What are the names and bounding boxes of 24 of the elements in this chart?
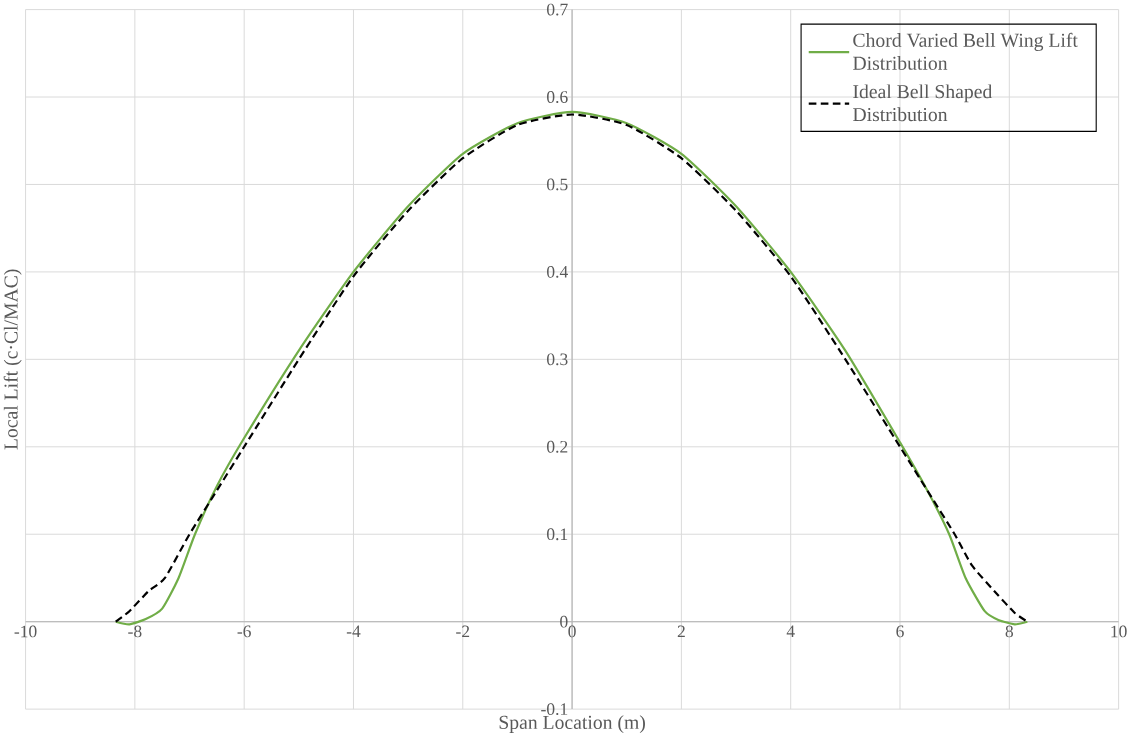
x-tick-label: -4	[346, 625, 361, 638]
x-tick-label: 8	[1005, 625, 1014, 638]
x-tick-label: 2	[677, 625, 685, 638]
legend-label: Ideal Bell Shaped Distribution	[853, 84, 993, 122]
x-tick-label: 6	[896, 625, 904, 638]
y-tick-label: 0.7	[547, 3, 568, 16]
x-tick-label: 10	[1111, 625, 1127, 638]
x-tick-label: 0	[568, 625, 576, 638]
legend-label: Chord Varied Bell Wing Lift Distribution	[853, 33, 1078, 71]
x-tick-label: -10	[14, 625, 37, 638]
x-tick-label: -2	[456, 625, 470, 638]
y-tick-label: 0	[560, 615, 568, 628]
y-tick-label: 0.1	[547, 528, 568, 541]
y-axis-title: Local Lift (c·Cl/MAC)	[3, 269, 22, 450]
y-tick-label: -0.1	[541, 703, 568, 716]
x-tick-label: -6	[237, 625, 251, 638]
x-tick-label: -8	[128, 625, 142, 638]
y-tick-label: 0.4	[547, 266, 568, 279]
y-tick-label: 0.2	[547, 441, 568, 453]
y-tick-label: 0.6	[547, 91, 568, 104]
x-tick-label: 4	[786, 625, 795, 638]
y-tick-label: 0.3	[547, 353, 568, 366]
y-tick-label: 0.5	[547, 178, 568, 191]
x-axis-title: Span Location (m)	[499, 715, 645, 734]
